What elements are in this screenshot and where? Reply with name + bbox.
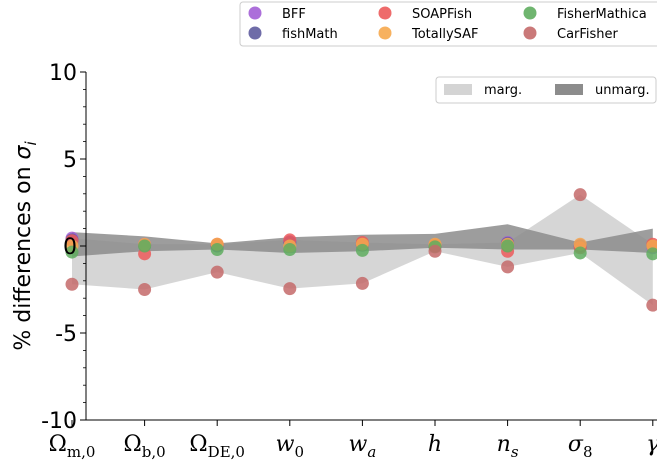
x-tick-label: Ωm,0 xyxy=(49,432,96,461)
point-carfisher xyxy=(646,298,657,312)
legend-label-fishmath: fishMath xyxy=(282,27,338,42)
y-axis-title: % differences on σi xyxy=(11,141,40,351)
x-tick-label: γ xyxy=(646,432,657,457)
x-tick-label: σ8 xyxy=(568,432,593,461)
point-carfisher xyxy=(138,283,152,296)
x-tick-label: Ωb,0 xyxy=(124,432,166,461)
legend-marker-bff xyxy=(248,6,262,20)
y-tick-label: 10 xyxy=(49,61,77,86)
point-carfisher xyxy=(573,188,587,202)
y-tick-label: -10 xyxy=(41,409,77,434)
legend-label-totallysaf: TotallySAF xyxy=(411,27,479,42)
point-carfisher xyxy=(65,277,79,291)
band-legend-swatch xyxy=(444,84,472,95)
legend-marker-fishermathica xyxy=(523,6,537,20)
legend-label-soapfish: SOAPFish xyxy=(412,7,472,22)
y-axis: 10 5 0 -5 -10 xyxy=(41,61,87,434)
point-fishermathica xyxy=(65,245,79,259)
point-fishermathica xyxy=(210,242,224,256)
band-legend-label: unmarg. xyxy=(595,83,650,98)
y-tick-label: 5 xyxy=(63,148,77,173)
band-legend-swatch xyxy=(555,84,583,95)
x-tick-label: h xyxy=(428,432,442,457)
plot-area xyxy=(65,188,657,312)
point-fishermathica xyxy=(138,239,152,253)
legend-label-carfisher: CarFisher xyxy=(557,27,619,42)
point-fishermathica xyxy=(355,243,369,257)
y-tick-label: 0 xyxy=(63,235,77,260)
point-fishermathica xyxy=(646,247,657,261)
legend-label-fishermathica: FisherMathica xyxy=(557,7,647,22)
point-fishermathica xyxy=(501,239,515,253)
legend-label-bff: BFF xyxy=(282,7,306,22)
band-legend-box xyxy=(435,76,657,104)
point-carfisher xyxy=(501,260,515,274)
series-legend-box xyxy=(239,1,657,47)
x-axis: Ωm,0 Ωb,0 ΩDE,0 w0 wa h ns σ8 γ xyxy=(49,419,657,461)
point-carfisher xyxy=(355,276,369,290)
series-legend: BFF fishMath SOAPFish TotallySAF FisherMathi… xyxy=(239,1,657,47)
point-carfisher xyxy=(210,265,224,279)
point-fishermathica xyxy=(283,242,297,256)
x-tick-label: wa xyxy=(349,432,377,461)
legend-marker-soapfish xyxy=(378,6,392,20)
x-tick-label: ΩDE,0 xyxy=(189,432,245,461)
band-legend: marg. unmarg. xyxy=(435,76,657,104)
point-carfisher xyxy=(283,282,297,296)
legend-marker-totallysaf xyxy=(378,26,392,40)
x-tick-label: ns xyxy=(497,432,519,461)
legend-marker-carfisher xyxy=(523,26,537,40)
legend-marker-fishmath xyxy=(248,26,262,40)
point-fishermathica xyxy=(573,246,587,260)
band-legend-label: marg. xyxy=(484,83,522,98)
x-tick-label: w0 xyxy=(276,432,304,461)
y-tick-label: -5 xyxy=(55,322,77,347)
point-carfisher xyxy=(428,244,442,258)
